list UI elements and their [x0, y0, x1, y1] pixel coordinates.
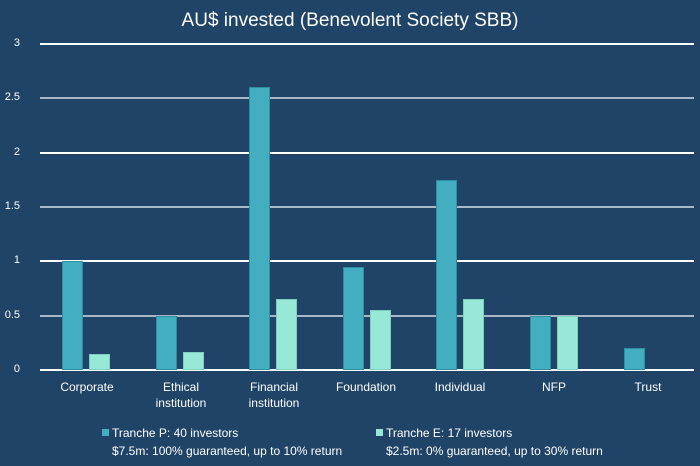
bar-tranche-p: [436, 179, 458, 370]
gridline: [40, 369, 694, 371]
x-label-financial-institution: Financial institution: [248, 380, 300, 410]
legend-label-p: Tranche P: 40 investors: [112, 426, 239, 440]
bar-tranche-e: [557, 315, 578, 370]
gridline: [40, 43, 694, 45]
y-tick-label: 0: [13, 363, 20, 375]
bar-tranche-p: [155, 315, 177, 370]
bar-tranche-e: [463, 299, 485, 370]
bar-tranche-p: [623, 348, 645, 370]
legend-item-tranche-p: Tranche P: 40 investors $7.5m: 100% guar…: [102, 424, 342, 460]
gridline: [40, 260, 694, 263]
legend-swatch-e: [376, 429, 383, 436]
legend-sub-p: $7.5m: 100% guaranteed, up to 10% return: [112, 444, 343, 458]
gridline: [40, 151, 694, 154]
bar-tranche-e: [369, 310, 391, 370]
bar-tranche-e: [182, 351, 204, 370]
bar-tranche-e: [89, 353, 110, 370]
y-tick-label: 1: [13, 254, 20, 267]
y-tick-label: 0.5: [4, 308, 20, 321]
bar-tranche-e: [276, 299, 298, 370]
y-tick-label: 1.5: [4, 200, 20, 212]
x-label-corporate: Corporate: [60, 380, 114, 394]
x-label-nfp: NFP: [542, 380, 566, 394]
y-tick-label: 3: [13, 37, 20, 49]
x-label-ethical-institution: Ethical institution: [155, 380, 207, 410]
gridline: [40, 97, 694, 100]
legend-swatch-p: [102, 429, 109, 436]
chart-title: AU$ invested (Benevolent Society SBB): [181, 10, 519, 31]
gridline: [40, 314, 694, 317]
plot-area: [40, 43, 694, 371]
legend-label-e: Tranche E: 17 investors: [386, 426, 513, 440]
bar-tranche-p: [249, 87, 271, 370]
legend-sub-e: $2.5m: 0% guaranteed, up to 30% return: [386, 444, 603, 458]
y-tick-label: 2: [13, 145, 20, 158]
gridline: [40, 206, 694, 208]
x-label-foundation: Foundation: [335, 380, 397, 394]
x-label-trust: Trust: [634, 380, 662, 394]
bar-tranche-p: [530, 315, 551, 370]
bar-tranche-p: [62, 261, 83, 370]
x-label-individual: Individual: [434, 380, 486, 394]
bar-tranche-p: [342, 266, 364, 370]
y-tick-label: 2.5: [4, 91, 20, 104]
legend-item-tranche-e: Tranche E: 17 investors $2.5m: 0% guaran…: [376, 424, 603, 460]
